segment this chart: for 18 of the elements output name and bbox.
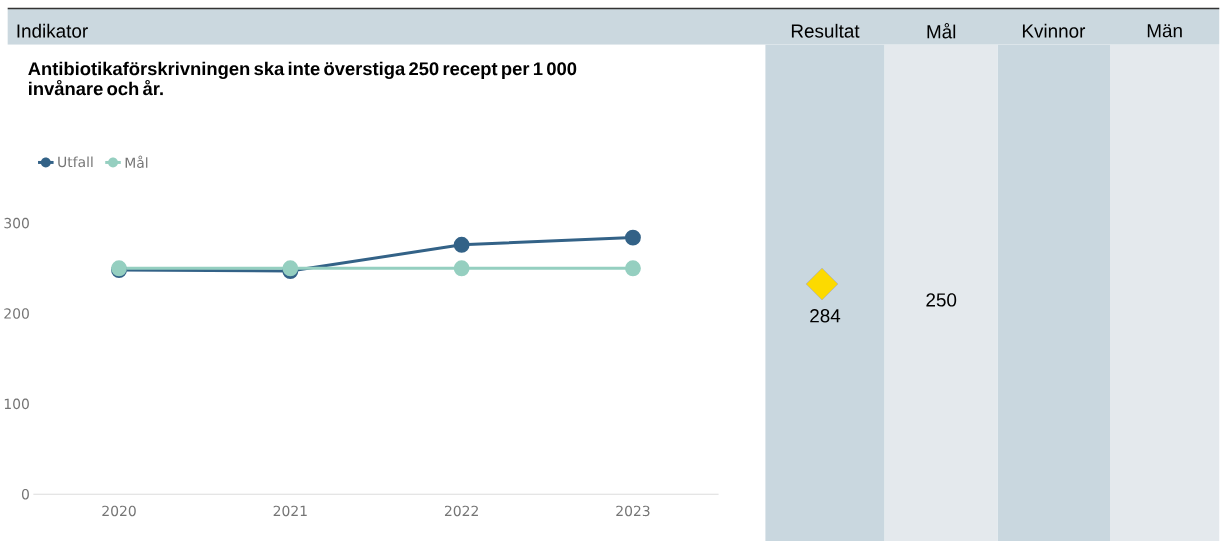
text: 284 [810, 309, 841, 323]
x-tick-label: 2023 [616, 505, 650, 517]
x-tick-label: 2021 [273, 505, 307, 517]
text: 250 [926, 293, 957, 307]
text: Mål [927, 22, 956, 39]
y-tick-label: 300 [4, 217, 29, 229]
legend-label: Mål [125, 155, 148, 168]
text: Män [1147, 24, 1182, 38]
legend-label: Utfall [58, 156, 93, 168]
y-tick-label: 0 [21, 488, 29, 500]
x-tick-label: 2020 [102, 505, 136, 517]
chart-title: Antibiotikaförskrivningen ska inte överstiga 250 recept per 1 000 invånare och år. [28, 61, 577, 96]
y-tick-label: 200 [4, 308, 29, 319]
text: Indikator [17, 23, 88, 38]
text: Kvinnor [1022, 23, 1086, 38]
y-tick-label: 100 [4, 398, 29, 410]
text: Resultat [791, 23, 860, 38]
x-tick-label: 2022 [444, 505, 478, 517]
